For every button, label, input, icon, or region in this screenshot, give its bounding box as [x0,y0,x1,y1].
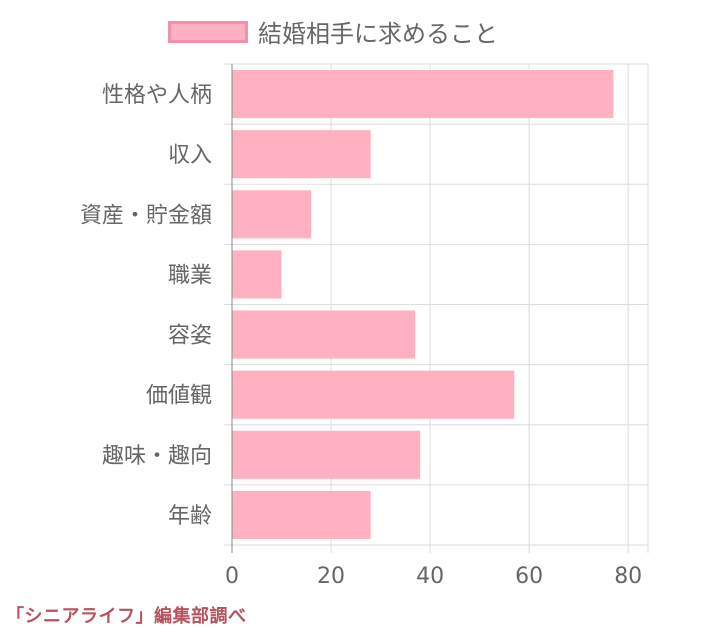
x-tick-label: 20 [317,564,345,589]
x-tick-label: 40 [416,564,444,589]
category-label: 価値観 [146,384,212,409]
category-label: 資産・貯金額 [80,203,212,228]
bar-4 [232,250,282,299]
category-label: 職業 [168,263,212,288]
x-tick-label: 60 [515,564,543,589]
x-tick-label: 0 [225,564,239,589]
bar-5 [232,310,416,359]
category-label: 性格や人柄 [102,83,212,108]
category-label: 収入 [168,143,212,168]
bar-1 [232,70,614,119]
legend-label: 結婚相手に求めること [258,20,498,48]
bar-8 [232,490,371,539]
source-credit: 「シニアライフ」編集部調べ [6,606,247,627]
x-tick-label: 80 [614,564,642,589]
legend[interactable]: 結婚相手に求めること [168,14,498,49]
bar-3 [232,190,312,239]
category-label: 年齢 [168,504,212,529]
bar-7 [232,430,421,479]
bar-6 [232,370,515,419]
legend-swatch [168,20,248,43]
category-label: 容姿 [168,324,212,349]
category-label: 趣味・趣向 [102,444,212,469]
bar-2 [232,130,371,179]
